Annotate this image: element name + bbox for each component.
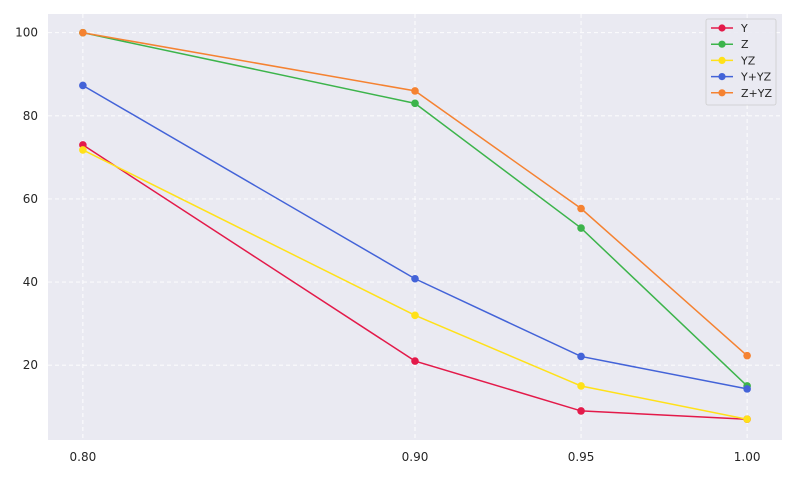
series-y-plus-yz [79, 81, 751, 393]
x-tick-label: 0.95 [568, 450, 595, 464]
legend-item: Y [711, 22, 748, 35]
legend-label: Y [740, 22, 748, 35]
legend-marker [718, 73, 726, 81]
data-point [743, 415, 751, 424]
series-line [82, 31, 748, 387]
y-tick-label: 20 [23, 358, 38, 372]
data-point [411, 99, 419, 108]
legend: YZ YZ Y+YZ Z+YZ [705, 18, 777, 106]
y-tick-label: 60 [23, 192, 38, 206]
y-tick-label: 80 [23, 109, 38, 123]
data-point [411, 87, 419, 95]
series-yz [79, 146, 751, 424]
y-tick-label: 100 [15, 26, 38, 40]
x-axis-tick-labels: 0.80 0.90 0.95 1.00 [70, 450, 761, 464]
data-point [411, 311, 419, 320]
legend-label: Z+YZ [741, 87, 772, 100]
data-point [79, 28, 87, 37]
legend-marker [718, 56, 726, 64]
data-point [577, 407, 585, 415]
y-axis-tick-labels: 20 40 60 80 100 [15, 26, 38, 372]
data-point [79, 81, 87, 90]
series-line [82, 144, 748, 420]
data-point [577, 224, 585, 232]
legend-item: Y+YZ [711, 71, 772, 84]
series-z-plus-yz [79, 28, 751, 360]
legend-label: YZ [740, 54, 756, 67]
series-line [82, 84, 748, 390]
legend-label: Z [741, 38, 749, 51]
data-point [577, 382, 585, 390]
series-line [82, 31, 748, 357]
x-tick-label: 0.90 [402, 450, 429, 464]
legend-item: YZ [711, 54, 756, 67]
legend-marker [718, 89, 726, 97]
legend-label: Y+YZ [740, 71, 772, 84]
data-point [743, 385, 751, 393]
series-lines [79, 28, 751, 424]
x-tick-label: 1.00 [734, 450, 761, 464]
data-point [411, 274, 419, 283]
data-point [577, 204, 585, 213]
data-point [743, 351, 751, 360]
data-point [411, 357, 419, 365]
series-line [82, 149, 748, 420]
legend-box [705, 18, 777, 106]
legend-item: Z [711, 38, 749, 51]
legend-marker [718, 40, 726, 48]
data-point [79, 146, 87, 154]
x-tick-label: 0.80 [70, 450, 97, 464]
legend-marker [718, 24, 726, 32]
y-tick-label: 40 [23, 275, 38, 289]
legend-item: Z+YZ [711, 87, 772, 100]
data-point [577, 352, 585, 361]
